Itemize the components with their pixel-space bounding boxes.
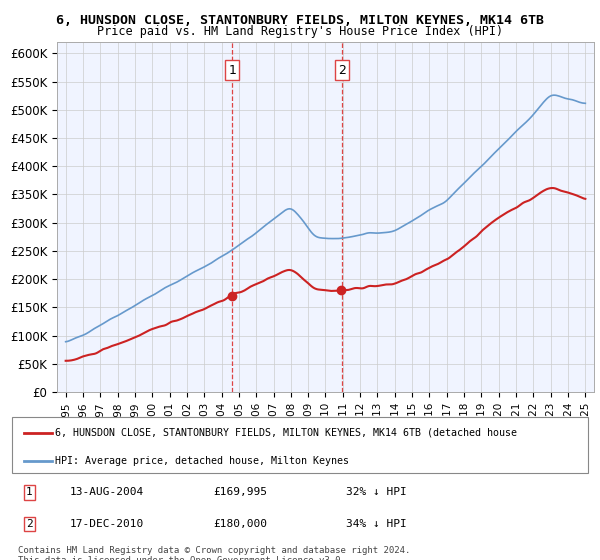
Text: 17-DEC-2010: 17-DEC-2010 bbox=[70, 519, 144, 529]
Text: 6, HUNSDON CLOSE, STANTONBURY FIELDS, MILTON KEYNES, MK14 6TB: 6, HUNSDON CLOSE, STANTONBURY FIELDS, MI… bbox=[56, 14, 544, 27]
Text: 34% ↓ HPI: 34% ↓ HPI bbox=[346, 519, 407, 529]
Text: £169,995: £169,995 bbox=[214, 487, 268, 497]
Text: HPI: Average price, detached house, Milton Keynes: HPI: Average price, detached house, Milt… bbox=[55, 456, 349, 466]
Text: 2: 2 bbox=[338, 63, 346, 77]
Text: Price paid vs. HM Land Registry's House Price Index (HPI): Price paid vs. HM Land Registry's House … bbox=[97, 25, 503, 38]
FancyBboxPatch shape bbox=[12, 417, 588, 473]
Text: £180,000: £180,000 bbox=[214, 519, 268, 529]
Text: 32% ↓ HPI: 32% ↓ HPI bbox=[346, 487, 407, 497]
Text: Contains HM Land Registry data © Crown copyright and database right 2024.
This d: Contains HM Land Registry data © Crown c… bbox=[18, 546, 410, 560]
Text: 13-AUG-2004: 13-AUG-2004 bbox=[70, 487, 144, 497]
Text: 1: 1 bbox=[229, 63, 236, 77]
Text: 6, HUNSDON CLOSE, STANTONBURY FIELDS, MILTON KEYNES, MK14 6TB (detached house: 6, HUNSDON CLOSE, STANTONBURY FIELDS, MI… bbox=[55, 428, 517, 438]
Text: 2: 2 bbox=[26, 519, 32, 529]
Text: 1: 1 bbox=[26, 487, 32, 497]
